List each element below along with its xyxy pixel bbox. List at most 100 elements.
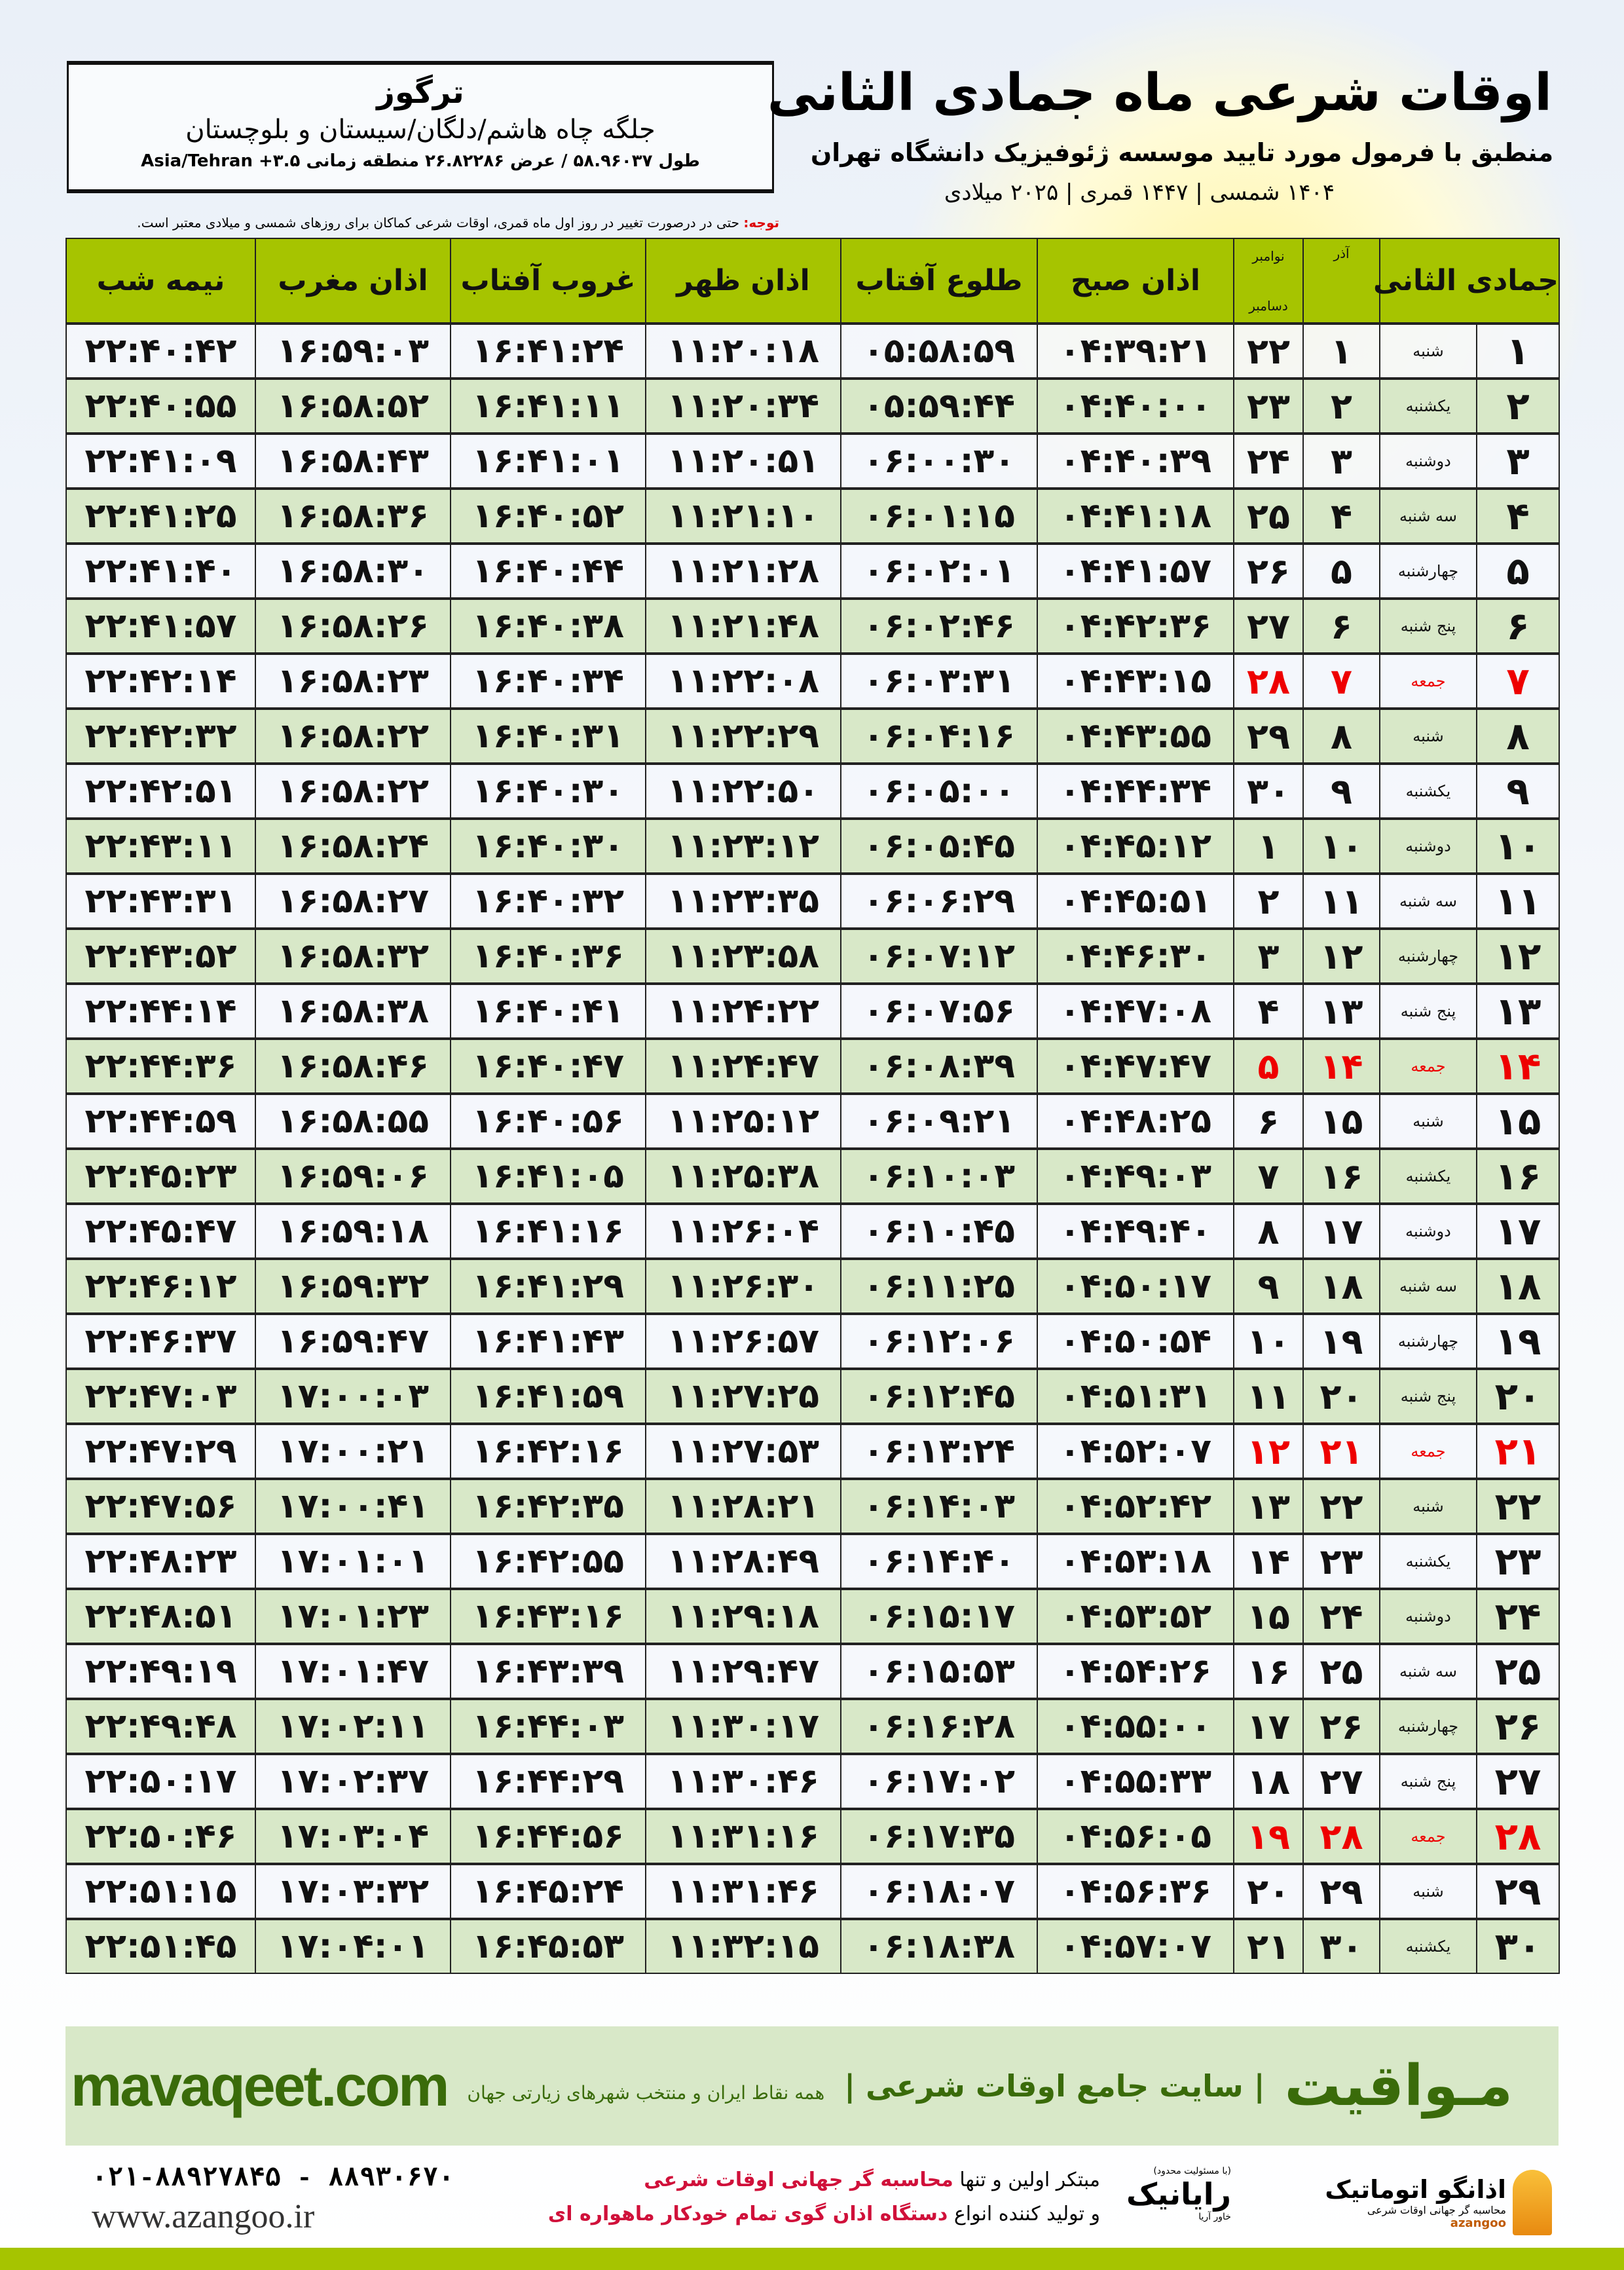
- weekday: چهارشنبه: [1378, 1312, 1478, 1369]
- midnight-time: ۲۲:۵۰:۴۶: [65, 1808, 256, 1865]
- midnight-time: ۲۲:۴۲:۵۱: [65, 762, 256, 819]
- note: توجه: حتی در درصورت تغییر در روز اول ماه…: [59, 214, 779, 232]
- dhuhr-time: ۱۱:۲۰:۵۱: [645, 432, 841, 489]
- header-maghrib: اذان مغرب: [255, 238, 451, 324]
- maghrib-time: ۱۷:۰۱:۴۷: [255, 1643, 451, 1700]
- fajr-time: ۰۴:۵۲:۴۲: [1037, 1478, 1234, 1535]
- table-row: ۲ یکشنبه ۲ ۲۳ ۰۴:۴۰:۰۰ ۰۵:۵۹:۴۴ ۱۱:۲۰:۳۴ ۱۶:۴۱:…: [65, 377, 1560, 434]
- maghrib-time: ۱۶:۵۹:۱۸: [255, 1202, 451, 1259]
- dhuhr-time: ۱۱:۲۱:۲۸: [645, 542, 841, 599]
- maghrib-time: ۱۶:۵۸:۲۳: [255, 652, 451, 709]
- table-row: ۶ پنج شنبه ۶ ۲۷ ۰۴:۴۲:۳۶ ۰۶:۰۲:۴۶ ۱۱:۲۱:۴۸ ۱۶:۴…: [65, 597, 1560, 654]
- azar-day: ۱۷: [1302, 1202, 1380, 1259]
- dhuhr-time: ۱۱:۲۳:۵۸: [645, 927, 841, 984]
- azar-day: ۱: [1302, 322, 1380, 379]
- sunset-time: ۱۶:۴۰:۴۷: [450, 1037, 646, 1094]
- sunset-time: ۱۶:۴۰:۳۲: [450, 872, 646, 929]
- azar-day: ۲۷: [1302, 1753, 1380, 1810]
- coordinates: طول ۵۸.۹۶۰۳۷ / عرض ۲۶.۸۲۲۸۶ منطقه زمانی …: [141, 151, 700, 171]
- table-row: ۲۴ دوشنبه ۲۴ ۱۵ ۰۴:۵۳:۵۲ ۰۶:۱۵:۱۷ ۱۱:۲۹:۱۸ ۱۶:۴…: [65, 1588, 1560, 1645]
- fajr-time: ۰۴:۵۱:۳۱: [1037, 1368, 1234, 1424]
- weekday: یکشنبه: [1378, 1533, 1478, 1590]
- sunrise-time: ۰۶:۱۳:۲۴: [840, 1423, 1038, 1479]
- azar-day: ۷: [1302, 652, 1380, 709]
- dhuhr-time: ۱۱:۲۹:۱۸: [645, 1588, 841, 1645]
- azar-day: ۱۲: [1302, 927, 1380, 984]
- day-number: ۱۸: [1476, 1257, 1560, 1314]
- fajr-time: ۰۴:۴۱:۵۷: [1037, 542, 1234, 599]
- table-row: ۸ شنبه ۸ ۲۹ ۰۴:۴۳:۵۵ ۰۶:۰۴:۱۶ ۱۱:۲۲:۲۹ ۱۶:۴۰:۳۱…: [65, 707, 1560, 764]
- dhuhr-time: ۱۱:۳۱:۱۶: [645, 1808, 841, 1865]
- weekday: سه شنبه: [1378, 487, 1478, 544]
- mosque-dome-icon: [1513, 2170, 1552, 2235]
- midnight-time: ۲۲:۴۹:۱۹: [65, 1643, 256, 1700]
- sunset-time: ۱۶:۴۰:۳۰: [450, 817, 646, 874]
- day-number: ۲۰: [1476, 1368, 1560, 1424]
- day-number: ۱۱: [1476, 872, 1560, 929]
- midnight-time: ۲۲:۴۱:۵۷: [65, 597, 256, 654]
- dhuhr-time: ۱۱:۲۰:۱۸: [645, 322, 841, 379]
- table-row: ۴ سه شنبه ۴ ۲۵ ۰۴:۴۱:۱۸ ۰۶:۰۱:۱۵ ۱۱:۲۱:۱۰ ۱۶:۴۰…: [65, 487, 1560, 544]
- maghrib-time: ۱۶:۵۸:۲۲: [255, 707, 451, 764]
- table-row: ۱۴ جمعه ۱۴ ۵ ۰۴:۴۷:۴۷ ۰۶:۰۸:۳۹ ۱۱:۲۴:۴۷ ۱۶:۴۰:۴…: [65, 1037, 1560, 1094]
- gregorian-day: ۱۱: [1233, 1368, 1304, 1424]
- prayer-times-table: جمادی الثانی آذر نوامبر دسامبر اذان صبح ط…: [65, 238, 1560, 1974]
- promo1-b: محاسبه گر جهانی اوقات شرعی: [644, 2168, 953, 2191]
- table-row: ۲۵ سه شنبه ۲۵ ۱۶ ۰۴:۵۴:۲۶ ۰۶:۱۵:۵۳ ۱۱:۲۹:۴۷ ۱۶:…: [65, 1643, 1560, 1700]
- maghrib-time: ۱۷:۰۱:۰۱: [255, 1533, 451, 1590]
- maghrib-time: ۱۷:۰۲:۱۱: [255, 1698, 451, 1755]
- mavaqeet-url[interactable]: mavaqeet.com: [70, 2053, 449, 2118]
- midnight-time: ۲۲:۴۳:۵۲: [65, 927, 256, 984]
- header-gregorian: نوامبر دسامبر: [1233, 238, 1304, 324]
- midnight-time: ۲۲:۴۷:۲۹: [65, 1423, 256, 1479]
- gregorian-day: ۶: [1233, 1092, 1304, 1149]
- weekday: دوشنبه: [1378, 432, 1478, 489]
- maghrib-time: ۱۷:۰۲:۳۷: [255, 1753, 451, 1810]
- sunrise-time: ۰۶:۱۴:۰۳: [840, 1478, 1038, 1535]
- maghrib-time: ۱۷:۰۰:۰۳: [255, 1368, 451, 1424]
- day-number: ۹: [1476, 762, 1560, 819]
- maghrib-time: ۱۶:۵۸:۲۲: [255, 762, 451, 819]
- sunrise-time: ۰۶:۱۰:۴۵: [840, 1202, 1038, 1259]
- promo-text: مبتکر اولین و تنها محاسبه گر جهانی اوقات…: [498, 2163, 1100, 2231]
- dhuhr-time: ۱۱:۲۵:۳۸: [645, 1147, 841, 1204]
- sunset-time: ۱۶:۴۵:۲۴: [450, 1863, 646, 1920]
- azar-day: ۱۹: [1302, 1312, 1380, 1369]
- maghrib-time: ۱۷:۰۳:۰۴: [255, 1808, 451, 1865]
- weekday: پنج شنبه: [1378, 982, 1478, 1039]
- sunrise-time: ۰۶:۰۲:۴۶: [840, 597, 1038, 654]
- sunrise-time: ۰۶:۰۶:۲۹: [840, 872, 1038, 929]
- dhuhr-time: ۱۱:۲۴:۴۷: [645, 1037, 841, 1094]
- azangoo-url[interactable]: www.azangoo.ir: [92, 2198, 315, 2235]
- fajr-time: ۰۴:۴۹:۴۰: [1037, 1202, 1234, 1259]
- midnight-time: ۲۲:۴۴:۳۶: [65, 1037, 256, 1094]
- rayanik-note: (با مسئولیت محدود): [1153, 2166, 1231, 2176]
- azar-day: ۲: [1302, 377, 1380, 434]
- fajr-time: ۰۴:۴۱:۱۸: [1037, 487, 1234, 544]
- weekday: جمعه: [1378, 1423, 1478, 1479]
- midnight-time: ۲۲:۴۷:۰۳: [65, 1368, 256, 1424]
- gregorian-day: ۱: [1233, 817, 1304, 874]
- midnight-time: ۲۲:۴۸:۲۳: [65, 1533, 256, 1590]
- sunset-time: ۱۶:۴۰:۵۲: [450, 487, 646, 544]
- azar-day: ۹: [1302, 762, 1380, 819]
- fajr-time: ۰۴:۴۶:۳۰: [1037, 927, 1234, 984]
- gregorian-day: ۱۹: [1233, 1808, 1304, 1865]
- day-number: ۲: [1476, 377, 1560, 434]
- page-subtitle: منطبق با فرمول مورد تایید موسسه ژئوفیزیک…: [810, 138, 1554, 167]
- midnight-time: ۲۲:۴۴:۱۴: [65, 982, 256, 1039]
- maghrib-time: ۱۶:۵۸:۲۷: [255, 872, 451, 929]
- sunrise-time: ۰۶:۰۴:۱۶: [840, 707, 1038, 764]
- sunset-time: ۱۶:۴۱:۰۱: [450, 432, 646, 489]
- table-header-row: جمادی الثانی آذر نوامبر دسامبر اذان صبح ط…: [65, 238, 1560, 324]
- day-number: ۳۰: [1476, 1918, 1560, 1974]
- table-row: ۱۲ چهارشنبه ۱۲ ۳ ۰۴:۴۶:۳۰ ۰۶:۰۷:۱۲ ۱۱:۲۳:۵۸ ۱۶:…: [65, 927, 1560, 984]
- sunset-time: ۱۶:۴۰:۴۱: [450, 982, 646, 1039]
- maghrib-time: ۱۶:۵۸:۲۶: [255, 597, 451, 654]
- gregorian-day: ۹: [1233, 1257, 1304, 1314]
- azar-day: ۱۶: [1302, 1147, 1380, 1204]
- fajr-time: ۰۴:۵۲:۰۷: [1037, 1423, 1234, 1479]
- dhuhr-time: ۱۱:۲۲:۰۸: [645, 652, 841, 709]
- sunset-time: ۱۶:۴۰:۳۴: [450, 652, 646, 709]
- table-row: ۱۹ چهارشنبه ۱۹ ۱۰ ۰۴:۵۰:۵۴ ۰۶:۱۲:۰۶ ۱۱:۲۶:۵۷ ۱۶…: [65, 1312, 1560, 1369]
